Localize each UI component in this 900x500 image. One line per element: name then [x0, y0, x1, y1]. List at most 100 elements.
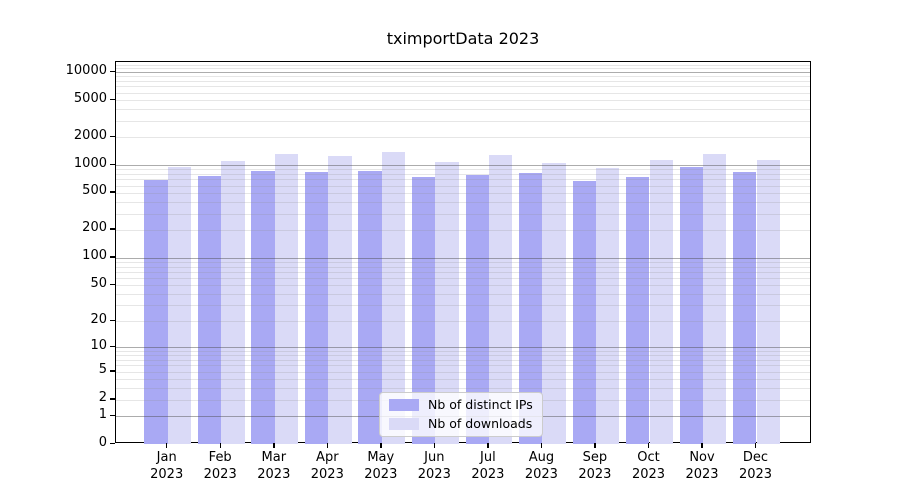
y-tick-mark [110, 135, 115, 137]
y-tick-label: 1000 [73, 155, 107, 171]
legend-item-downloads: Nb of downloads [389, 417, 533, 431]
x-tick-year: 2023 [417, 466, 451, 482]
x-tick-year: 2023 [257, 466, 291, 482]
minor-gridline [116, 76, 810, 78]
bar-downloads-aug [542, 162, 566, 444]
bar-distinct-ips-mar [251, 170, 275, 444]
bar-distinct-ips-feb [197, 176, 222, 444]
y-tick-mark [110, 319, 115, 321]
legend-swatch-distinct-ips [389, 399, 419, 411]
bar-distinct-ips-may [358, 170, 382, 444]
minor-gridline [116, 360, 810, 361]
major-gridline [116, 257, 810, 259]
y-tick-label: 1 [98, 406, 107, 422]
x-tick-year: 2023 [471, 466, 505, 482]
y-tick-label: 500 [82, 183, 107, 199]
x-tick-mark [273, 443, 275, 448]
chart-title: tximportData 2023 [386, 29, 540, 48]
y-tick-mark [110, 228, 115, 230]
x-tick-label-jul: Jul 2023 [460, 450, 516, 483]
y-tick-mark [110, 283, 115, 286]
minor-gridline [116, 351, 810, 352]
minor-gridline [116, 100, 810, 101]
minor-gridline [116, 92, 810, 94]
bar-downloads-jul [488, 155, 513, 444]
x-tick-year: 2023 [685, 466, 719, 482]
x-tick-label-jan: Jan 2023 [139, 450, 195, 483]
y-tick-mark [110, 163, 115, 165]
minor-gridline [116, 137, 810, 138]
minor-gridline [116, 169, 810, 171]
x-tick-mark [326, 443, 328, 448]
bar-distinct-ips-dec [733, 171, 757, 444]
bar-downloads-may [381, 152, 406, 444]
minor-gridline [116, 371, 810, 373]
bar-downloads-oct [649, 160, 673, 444]
y-tick-label: 0 [98, 434, 107, 450]
minor-gridline [116, 120, 810, 122]
x-tick-mark [594, 443, 596, 448]
x-tick-label-aug: Aug 2023 [513, 450, 569, 483]
minor-gridline [116, 278, 810, 279]
minor-gridline [116, 174, 810, 175]
minor-gridline [116, 179, 810, 181]
minor-gridline [116, 355, 810, 357]
bar-distinct-ips-jun [411, 176, 436, 444]
y-tick-mark [110, 98, 115, 100]
y-tick-mark [110, 256, 115, 258]
x-tick-mark [540, 443, 543, 448]
x-tick-label-mar: Mar 2023 [246, 450, 302, 483]
x-tick-year: 2023 [203, 466, 237, 482]
x-tick-mark [487, 443, 489, 448]
minor-gridline [116, 64, 810, 66]
minor-gridline [116, 305, 810, 307]
bar-downloads-sep [595, 168, 620, 444]
minor-gridline [116, 229, 810, 231]
x-tick-year: 2023 [364, 466, 398, 482]
bar-distinct-ips-aug [519, 173, 543, 444]
x-tick-mark [380, 443, 382, 448]
bar-downloads-feb [221, 161, 245, 444]
y-tick-label: 5 [98, 362, 107, 378]
y-tick-mark [110, 442, 115, 444]
minor-gridline [116, 86, 810, 88]
bar-downloads-nov [703, 153, 727, 444]
minor-gridline [116, 379, 810, 380]
y-tick-mark [110, 414, 115, 416]
bar-downloads-apr [328, 156, 352, 444]
minor-gridline [116, 201, 810, 203]
legend-swatch-downloads [389, 418, 419, 430]
bar-downloads-dec [756, 160, 780, 444]
x-tick-year: 2023 [738, 466, 773, 482]
y-tick-label: 100 [82, 248, 107, 264]
bar-distinct-ips-jul [465, 175, 489, 444]
x-tick-label-apr: Apr 2023 [299, 450, 355, 483]
x-tick-mark [219, 443, 221, 448]
bar-distinct-ips-apr [304, 172, 329, 444]
x-tick-mark [165, 443, 168, 448]
major-gridline [116, 165, 810, 166]
bar-distinct-ips-jan [144, 179, 168, 444]
y-tick-label: 20 [90, 311, 107, 327]
y-tick-label: 2 [98, 390, 107, 406]
x-tick-label-dec: Dec 2023 [728, 450, 784, 483]
bar-distinct-ips-sep [572, 181, 596, 444]
major-gridline [116, 72, 810, 73]
x-tick-year: 2023 [524, 466, 558, 482]
x-tick-label-nov: Nov 2023 [674, 450, 730, 483]
minor-gridline [116, 285, 810, 287]
x-tick-mark [701, 443, 703, 448]
x-tick-year: 2023 [631, 466, 666, 482]
x-tick-year: 2023 [578, 466, 612, 482]
x-tick-mark [647, 443, 650, 448]
y-tick-label: 5000 [73, 90, 107, 106]
minor-gridline [116, 271, 810, 273]
bar-downloads-jun [435, 161, 459, 444]
y-tick-label: 10 [90, 337, 107, 353]
legend-item-distinct-ips: Nb of distinct IPs [389, 398, 533, 412]
y-tick-label: 2000 [73, 127, 107, 143]
x-tick-label-jun: Jun 2023 [406, 450, 462, 483]
x-tick-label-feb: Feb 2023 [192, 450, 248, 483]
x-tick-mark [433, 443, 436, 448]
